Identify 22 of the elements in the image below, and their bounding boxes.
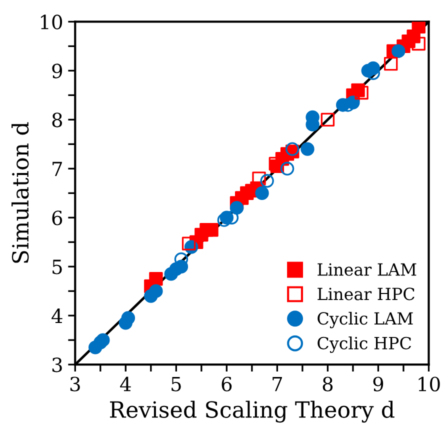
x-tick-label: 10: [418, 376, 440, 392]
y-tick-label: 3: [52, 358, 62, 372]
y-tick-label: 5: [52, 260, 62, 274]
x-tick-label: 9: [373, 376, 384, 392]
x-tick-label: 8: [322, 376, 333, 392]
y-tick-label: 8: [52, 112, 62, 128]
y-axis-title: Simulation d: [12, 122, 29, 263]
y-tick-label: 4: [52, 308, 62, 323]
legend-label: Linear LAM: [318, 263, 416, 276]
y-tick-label: 9: [52, 64, 62, 78]
legend-label: Cyclic HPC: [318, 336, 412, 353]
x-tick-label: 3: [70, 376, 80, 392]
legend-label: Cyclic LAM: [318, 312, 413, 328]
y-tick-label: 6: [52, 210, 62, 226]
x-tick-label: 5: [172, 376, 181, 392]
y-tick-label: 7: [52, 162, 62, 176]
x-axis-title: Revised Scaling Theory d: [110, 400, 394, 423]
x-tick-label: 6: [222, 376, 232, 392]
y-tick-label: 10: [40, 14, 62, 30]
legend-label: Linear HPC: [318, 288, 414, 300]
x-tick-label: 4: [120, 376, 131, 392]
x-tick-label: 7: [272, 376, 282, 392]
